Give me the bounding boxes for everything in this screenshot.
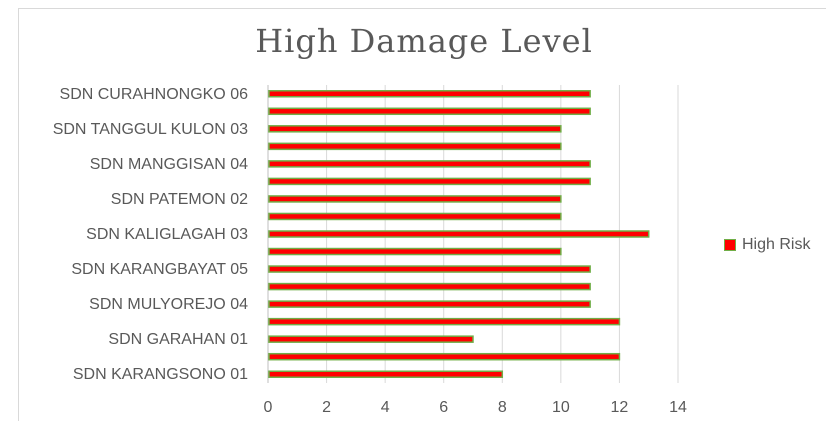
bar	[268, 90, 591, 98]
bar	[268, 282, 591, 291]
legend-swatch	[724, 239, 736, 251]
category-label: SDN CURAHNONGKO 06	[60, 86, 249, 103]
bar	[268, 195, 562, 203]
x-tick-label: 12	[611, 399, 629, 416]
bar	[268, 335, 474, 343]
chart-frame	[18, 8, 826, 421]
bar	[268, 125, 562, 133]
x-tick-label: 6	[439, 399, 448, 416]
bar	[268, 247, 562, 256]
x-tick-label: 8	[498, 399, 507, 416]
x-tick-label: 14	[669, 399, 687, 416]
x-tick-label: 10	[552, 399, 570, 416]
category-label: SDN TANGGUL KULON 03	[53, 121, 248, 138]
bar	[268, 212, 562, 221]
legend: High Risk	[724, 236, 810, 254]
category-label: SDN GARAHAN 01	[108, 331, 248, 348]
category-label: SDN MANGGISAN 04	[90, 156, 248, 173]
bar	[268, 177, 591, 186]
bar	[268, 107, 591, 116]
category-label: SDN KALIGLAGAH 03	[86, 226, 248, 243]
bar	[268, 230, 650, 238]
category-label: SDN KARANGSONO 01	[73, 366, 248, 383]
bar	[268, 160, 591, 168]
chart-title: High Damage Level	[255, 22, 593, 60]
legend-label: High Risk	[742, 236, 811, 253]
bar	[268, 370, 504, 378]
bar	[268, 300, 591, 308]
bar	[268, 142, 562, 151]
category-label: SDN PATEMON 02	[111, 191, 248, 208]
bar	[268, 352, 621, 361]
category-label: SDN MULYOREJO 04	[89, 296, 248, 313]
category-label: SDN KARANGBAYAT 05	[71, 261, 248, 278]
x-tick-label: 2	[322, 399, 331, 416]
x-tick-label: 0	[264, 399, 273, 416]
bar	[268, 317, 621, 326]
bar	[268, 265, 591, 273]
x-tick-label: 4	[381, 399, 390, 416]
